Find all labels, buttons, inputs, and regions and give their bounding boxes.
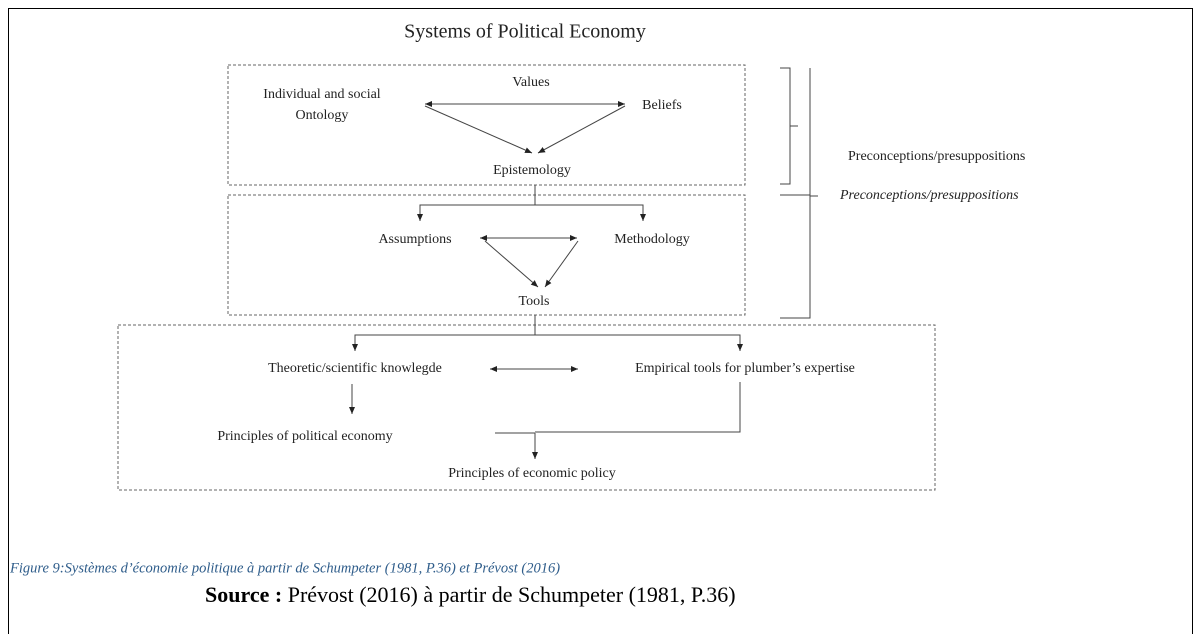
node-label: Principles of political economy <box>217 429 392 444</box>
node-label: Epistemology <box>493 163 571 178</box>
node-label: Beliefs <box>642 98 682 113</box>
node-label: Assumptions <box>378 232 451 247</box>
node-label: Principles of economic policy <box>448 466 616 481</box>
arrows <box>349 101 743 459</box>
node-label: Empirical tools for plumber’s expertise <box>635 361 855 376</box>
caption: Figure 9:Systèmes d’économie politique à… <box>9 560 560 576</box>
group-box <box>227 64 746 186</box>
source-text: Prévost (2016) à partir de Schumpeter (1… <box>282 582 735 607</box>
node-label: Values <box>512 75 549 90</box>
node-label: Individual and social <box>263 87 381 102</box>
bracket-label: Preconceptions/presuppositions <box>839 188 1019 203</box>
diagram-title: Systems of Political Economy <box>404 21 646 43</box>
group-box <box>227 194 746 316</box>
frame <box>8 8 1193 634</box>
node-label: Ontology <box>296 108 349 123</box>
node-label: Theoretic/scientific knowlegde <box>268 361 442 376</box>
node-label: Methodology <box>614 232 689 247</box>
source-label: Source : <box>205 582 282 607</box>
source: Source : Prévost (2016) à partir de Schu… <box>205 582 736 607</box>
group-box <box>117 324 936 491</box>
node-label: Tools <box>519 294 550 309</box>
bracket-label: Preconceptions/presuppositions <box>848 149 1025 164</box>
bracket <box>780 67 818 319</box>
